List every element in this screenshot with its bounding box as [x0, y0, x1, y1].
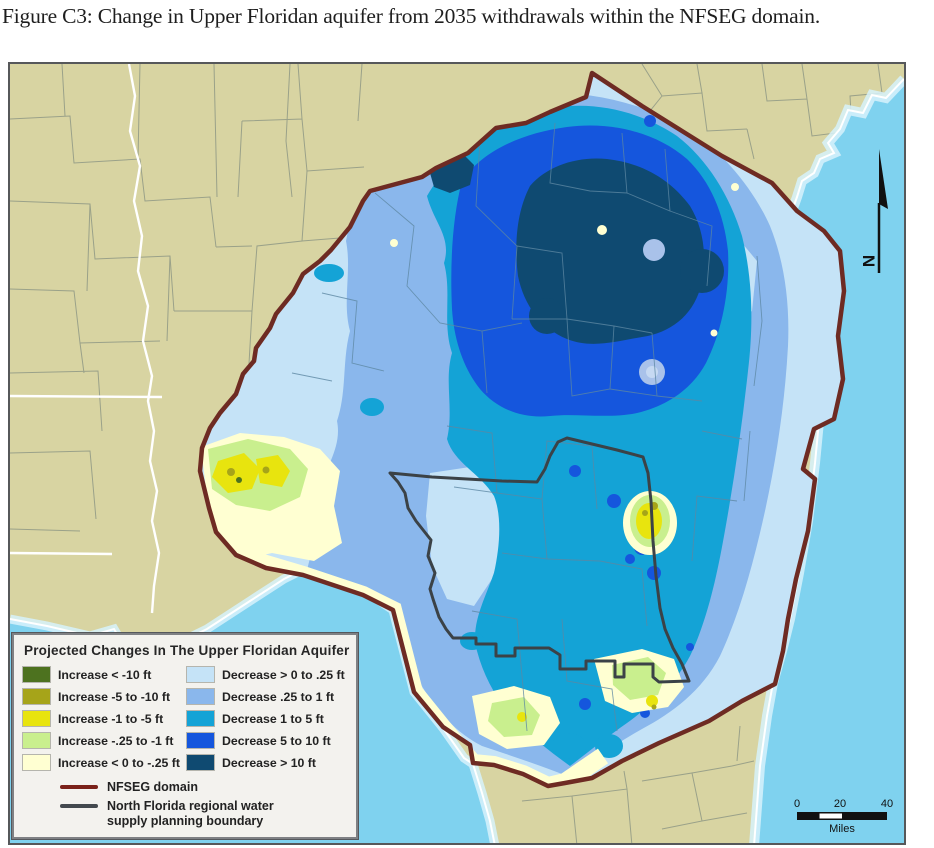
svg-text:20: 20: [834, 798, 846, 810]
swatch-increase-0: [22, 666, 51, 683]
scale-unit: Miles: [829, 823, 855, 835]
increase-darkgreen-dot: [236, 477, 242, 483]
legend-item-decrease-1: Decrease .25 to 1 ft: [186, 688, 350, 705]
legend-item-decrease-4: Decrease > 10 ft: [186, 754, 350, 771]
planning-line-symbol: [60, 804, 98, 808]
legend-item-increase-0: Increase < -10 ft: [22, 666, 180, 683]
county-lines-domain: [291, 122, 763, 732]
legend-item-planning-boundary: North Florida regional water supply plann…: [60, 799, 350, 829]
drawdown-zones: [200, 73, 844, 786]
svg-text:0: 0: [794, 798, 800, 810]
svg-text:40: 40: [881, 798, 893, 810]
swatch-decrease-1: [186, 688, 215, 705]
legend-boundary-lines: NFSEG domain North Florida regional wate…: [22, 780, 350, 829]
nfseg-line-symbol: [60, 785, 98, 789]
swatch-decrease-4: [186, 754, 215, 771]
legend-grid: Increase < -10 ft Decrease > 0 to .25 ft…: [22, 666, 350, 771]
pale-hole-central: [426, 467, 507, 606]
legend-item-decrease-2: Decrease 1 to 5 ft: [186, 710, 350, 727]
legend-item-nfseg-domain: NFSEG domain: [60, 780, 350, 795]
north-label: N: [859, 255, 878, 267]
increase-yellow-areas: [212, 453, 667, 776]
swatch-increase-2: [22, 710, 51, 727]
swatch-decrease-0: [186, 666, 215, 683]
cyan-outlier-patches: [314, 264, 623, 759]
swatch-increase-3: [22, 732, 51, 749]
swatch-decrease-3: [186, 732, 215, 749]
figure-caption: Figure C3: Change in Upper Floridan aqui…: [2, 4, 820, 28]
map-legend: Projected Changes In The Upper Floridan …: [11, 632, 359, 840]
legend-item-increase-1: Increase -5 to -10 ft: [22, 688, 180, 705]
swatch-decrease-2: [186, 710, 215, 727]
legend-item-increase-3: Increase -.25 to -1 ft: [22, 732, 180, 749]
swatch-increase-4: [22, 754, 51, 771]
zone-decrease-gt10: [430, 153, 724, 344]
nfseg-domain-line: [197, 70, 847, 789]
north-arrow: N: [859, 149, 888, 273]
legend-item-decrease-3: Decrease 5 to 10 ft: [186, 732, 350, 749]
karst-spot-center: [646, 366, 658, 378]
planning-boundary-line: [388, 436, 691, 684]
legend-item-decrease-0: Decrease > 0 to .25 ft: [186, 666, 350, 683]
river-lines: [10, 64, 163, 614]
scale-bar: 0 20 40 Miles: [794, 798, 893, 835]
swatch-increase-1: [22, 688, 51, 705]
legend-item-increase-4: Increase < 0 to -.25 ft: [22, 754, 180, 771]
map-frame: N 0 20 40 Miles Projected Changes In The…: [8, 62, 906, 845]
legend-item-increase-2: Increase -1 to -5 ft: [22, 710, 180, 727]
legend-title: Projected Changes In The Upper Floridan …: [24, 643, 350, 658]
